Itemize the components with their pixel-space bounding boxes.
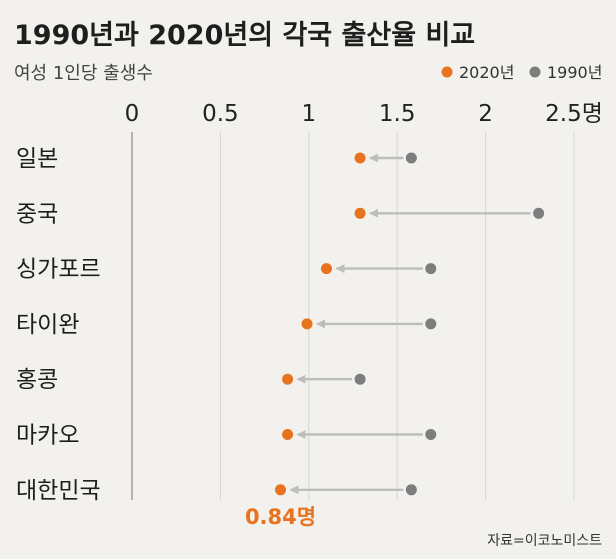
legend-marker-2020 bbox=[441, 66, 453, 78]
category-label: 대한민국 bbox=[16, 478, 101, 504]
legend: 2020년 1990년 bbox=[441, 63, 602, 82]
source-note: 자료=이코노미스트 bbox=[487, 533, 602, 549]
point-1990 bbox=[533, 207, 545, 219]
point-1990 bbox=[425, 263, 437, 275]
point-2020 bbox=[354, 152, 366, 164]
category-label: 마카오 bbox=[16, 423, 79, 449]
point-2020 bbox=[301, 318, 313, 330]
x-tick-label: 0.5 bbox=[202, 101, 239, 127]
point-2020 bbox=[282, 373, 294, 385]
point-1990 bbox=[425, 318, 437, 330]
grid-lines bbox=[131, 132, 575, 500]
x-axis-ticks: 0 0.5 1 1.5 2 2.5명 bbox=[125, 101, 603, 127]
x-tick-label: 0 bbox=[125, 101, 140, 127]
data-marks bbox=[275, 152, 545, 496]
point-2020 bbox=[354, 207, 366, 219]
legend-marker-1990 bbox=[529, 66, 541, 78]
chart-title: 1990년과 2020년의 각국 출산율 비교 bbox=[14, 20, 475, 51]
x-tick-label: 2 bbox=[478, 101, 493, 127]
x-tick-label: 1 bbox=[301, 101, 316, 127]
category-label: 일본 bbox=[16, 146, 58, 172]
point-2020 bbox=[282, 429, 294, 440]
category-label: 홍콩 bbox=[16, 367, 58, 393]
category-label: 중국 bbox=[16, 201, 58, 227]
x-tick-label: 1.5 bbox=[379, 101, 416, 127]
legend-label-1990: 1990년 bbox=[547, 63, 602, 82]
point-1990 bbox=[425, 429, 437, 440]
x-tick-label: 2.5명 bbox=[545, 101, 603, 127]
category-label: 타이완 bbox=[16, 312, 79, 338]
point-2020 bbox=[275, 484, 287, 496]
legend-label-2020: 2020년 bbox=[459, 63, 514, 82]
point-1990 bbox=[354, 373, 366, 385]
annotation-korea: 0.84명 bbox=[245, 505, 316, 529]
point-1990 bbox=[405, 152, 417, 164]
point-1990 bbox=[405, 484, 417, 496]
point-2020 bbox=[320, 263, 332, 275]
chart-subtitle: 여성 1인당 출생수 bbox=[14, 63, 153, 84]
category-label: 싱가포르 bbox=[16, 257, 101, 283]
